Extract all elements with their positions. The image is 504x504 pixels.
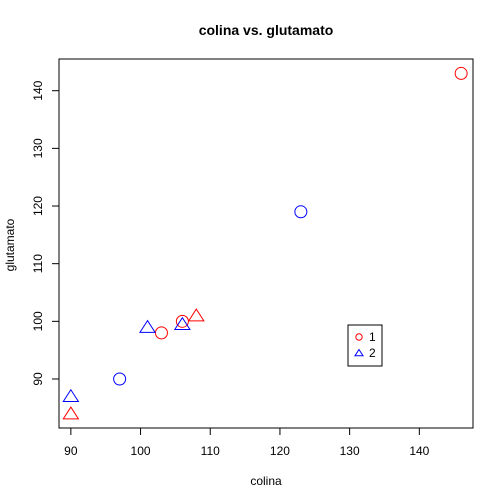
chart-title: colina vs. glutamato xyxy=(199,22,334,38)
legend-label: 2 xyxy=(369,346,376,360)
data-point xyxy=(154,326,168,340)
x-axis-label: colina xyxy=(250,474,282,488)
data-point xyxy=(294,205,308,219)
y-tick-label: 100 xyxy=(31,311,45,331)
data-point xyxy=(454,66,468,80)
x-tick-label: 90 xyxy=(64,444,78,458)
data-point xyxy=(62,388,80,403)
y-axis-label: glutamato xyxy=(3,218,17,271)
y-tick-label: 120 xyxy=(31,196,45,216)
data-point xyxy=(175,314,189,328)
x-tick-label: 110 xyxy=(201,444,220,458)
x-tick-label: 140 xyxy=(409,444,429,458)
data-point xyxy=(173,316,191,330)
data-point xyxy=(62,406,80,420)
legend: 12 xyxy=(347,324,383,367)
data-points xyxy=(62,66,468,420)
x-tick-label: 100 xyxy=(131,444,151,458)
y-tick-label: 140 xyxy=(31,80,45,100)
y-tick-label: 130 xyxy=(31,138,45,158)
data-point xyxy=(139,319,156,333)
x-tick-label: 130 xyxy=(340,444,360,458)
y-axis: 90 100 110 120 130 140 xyxy=(31,80,60,386)
legend-box xyxy=(347,324,383,367)
legend-marker xyxy=(354,348,364,357)
plot-frame xyxy=(58,58,474,429)
legend-marker xyxy=(355,333,363,341)
data-point xyxy=(187,308,205,322)
y-tick-label: 110 xyxy=(31,254,45,273)
x-axis: 90 100 110 120 130 140 xyxy=(64,427,430,458)
legend-label: 1 xyxy=(369,330,376,344)
x-tick-label: 120 xyxy=(270,444,290,458)
y-tick-label: 90 xyxy=(31,372,45,386)
data-point xyxy=(113,372,127,386)
